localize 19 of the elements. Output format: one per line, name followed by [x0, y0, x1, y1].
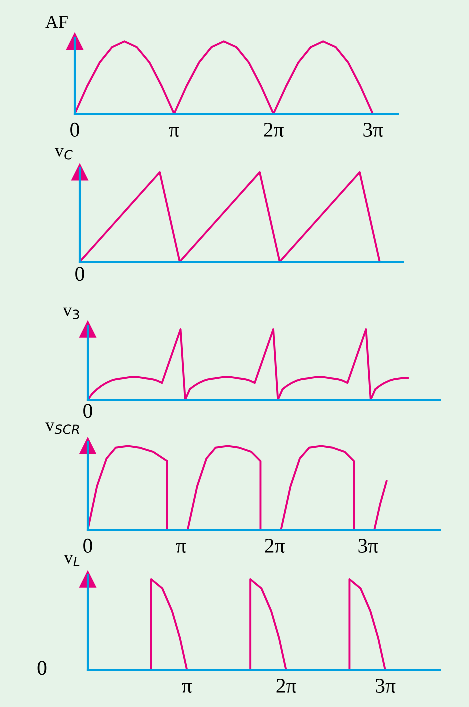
x-tick-label: π	[182, 683, 192, 693]
x-tick-label: π	[176, 543, 186, 553]
y-axis-title: AF	[46, 16, 68, 28]
y-axis-title: v$_{SCR}$	[46, 422, 80, 434]
x-tick-label: 2π	[276, 678, 297, 693]
x-tick-label: 2π	[264, 122, 284, 137]
text: 0	[38, 661, 47, 676]
x-tick-label: 0	[84, 538, 92, 553]
x-tick-label: π	[169, 127, 180, 137]
y-axis-title: v$_{3}$	[63, 308, 80, 320]
x-tick-label: 3π	[358, 538, 378, 553]
y-axis-title: v$_{C}$	[54, 148, 73, 160]
x-tick-label: 2π	[265, 538, 285, 553]
text: 0	[84, 404, 92, 418]
y-axis-title: v$_{L}$	[64, 555, 80, 566]
x-tick-label: 0	[70, 122, 80, 137]
text: 0	[76, 267, 84, 282]
x-tick-label: 3π	[376, 678, 396, 693]
x-tick-label: 3π	[364, 122, 384, 137]
